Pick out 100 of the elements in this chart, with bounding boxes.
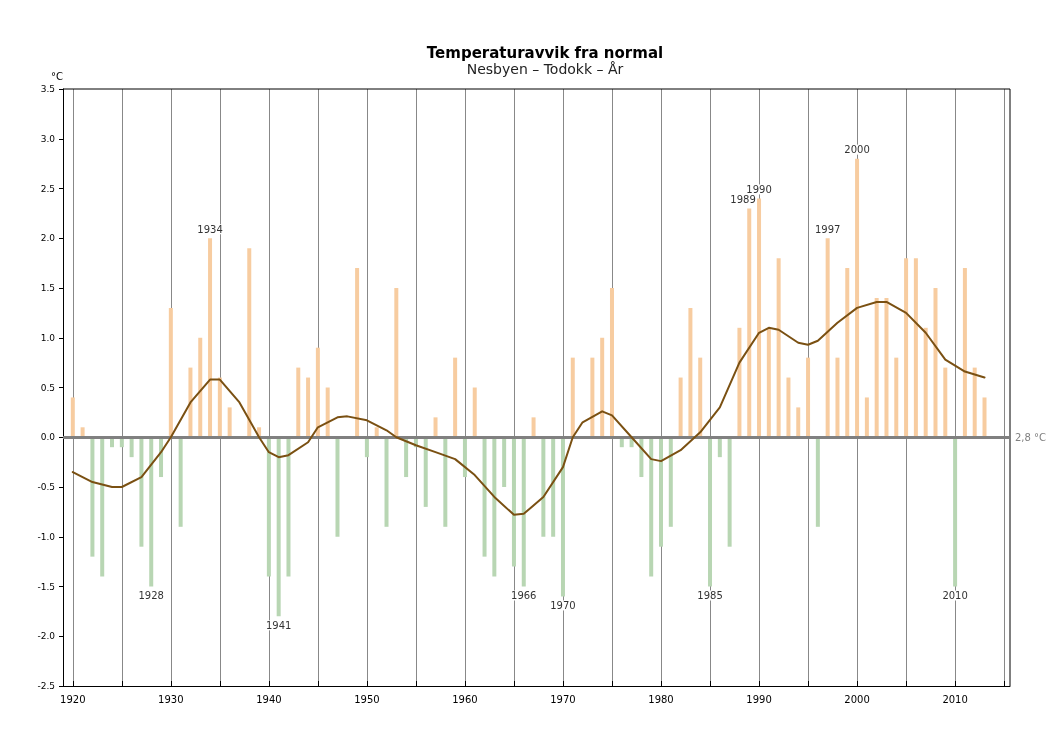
annotation: 1989	[730, 193, 756, 205]
x-tick-label: 1970	[550, 693, 576, 705]
bar	[453, 357, 458, 438]
bar	[923, 327, 928, 438]
annotation: 1966	[511, 590, 537, 601]
bar	[864, 397, 869, 438]
chart-subtitle: Nesbyen – Todokk – År	[466, 61, 624, 77]
bar	[286, 437, 291, 577]
x-tick-label: 2000	[844, 693, 870, 705]
bar	[276, 437, 281, 617]
bar	[796, 407, 801, 438]
bar	[502, 437, 507, 487]
y-tick-label: 3.0	[40, 133, 56, 144]
bar	[472, 387, 477, 438]
bar	[600, 337, 605, 438]
bar	[659, 437, 663, 547]
bar	[168, 307, 173, 438]
y-tick-label: 2.5	[40, 183, 55, 194]
y-axis-title: °C	[51, 70, 64, 82]
bar	[511, 437, 516, 567]
y-tick-label: 0.5	[40, 382, 55, 393]
bar	[737, 327, 742, 438]
bar	[815, 437, 820, 527]
bar	[443, 437, 448, 527]
bar	[757, 198, 762, 438]
x-tick-label: 1930	[158, 693, 184, 705]
bar	[560, 437, 565, 597]
bar	[541, 437, 546, 537]
bar	[433, 417, 438, 438]
bar	[70, 397, 75, 438]
bar	[247, 248, 252, 438]
annotation: 1985	[697, 590, 723, 601]
bar	[139, 437, 144, 547]
bar	[972, 367, 977, 438]
bar	[708, 437, 713, 587]
bar	[198, 337, 203, 438]
bar	[855, 158, 860, 438]
bar	[953, 437, 958, 587]
bar	[394, 288, 399, 438]
bar	[688, 307, 693, 438]
y-tick-label: 2.0	[40, 233, 56, 244]
annotation: 1941	[265, 619, 292, 631]
bar	[943, 367, 948, 438]
y-tick-label: 1.0	[40, 332, 56, 343]
bar	[874, 297, 879, 438]
bar	[325, 387, 330, 438]
bar	[962, 268, 967, 438]
y-tick-label: -0.5	[37, 482, 55, 492]
x-tick-label: 1980	[648, 693, 674, 705]
bar	[766, 327, 771, 438]
bar	[884, 297, 889, 438]
bar	[100, 437, 105, 577]
bar	[776, 258, 781, 438]
bar	[825, 238, 830, 438]
chart-title: Temperaturavvik fra normal	[426, 43, 664, 62]
bar	[306, 377, 311, 438]
bar	[296, 367, 301, 438]
bar	[217, 377, 222, 438]
x-tick-label: 2010	[942, 693, 968, 705]
bar	[678, 377, 683, 438]
bar	[668, 437, 673, 527]
bar	[727, 437, 732, 547]
bar	[355, 268, 360, 438]
bar	[335, 437, 340, 537]
y-tick-label: -1.0	[37, 531, 56, 542]
y-tick-label: 3.5	[40, 84, 55, 94]
bar	[521, 437, 526, 587]
y-tick-label: -2.5	[37, 681, 55, 691]
bar	[835, 357, 840, 438]
bar	[423, 437, 428, 507]
ref-line-label: 2,8 °C	[1015, 431, 1047, 443]
bar	[90, 437, 95, 557]
annotation: 2010	[942, 590, 968, 601]
line-series	[71, 300, 986, 516]
bar	[747, 208, 752, 438]
bar	[786, 377, 791, 438]
bar	[188, 367, 193, 438]
bar	[178, 437, 183, 527]
bar	[149, 437, 154, 587]
x-tick-label: 1940	[256, 693, 282, 705]
bar	[913, 258, 918, 438]
bar	[649, 437, 654, 577]
bar	[482, 437, 487, 557]
bar	[698, 357, 703, 438]
bar	[845, 268, 850, 438]
annotation: 1997	[814, 223, 841, 235]
annotation: 1970	[550, 599, 576, 611]
bar	[806, 357, 811, 438]
x-tick-label: 1950	[354, 693, 380, 705]
x-tick-label: 1990	[746, 693, 772, 705]
annotation: 1928	[138, 590, 164, 601]
annotation: 1934	[197, 223, 223, 235]
bar	[982, 397, 987, 438]
bar	[492, 437, 497, 577]
bar	[904, 258, 909, 438]
bar	[266, 437, 271, 577]
bar	[894, 357, 899, 438]
bar	[590, 357, 595, 438]
bar	[227, 407, 232, 438]
bar	[933, 288, 938, 438]
